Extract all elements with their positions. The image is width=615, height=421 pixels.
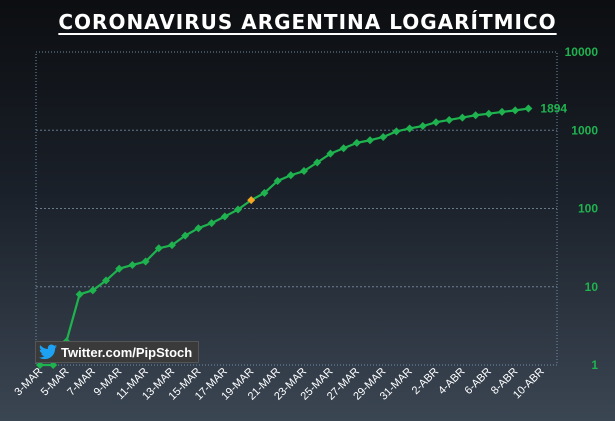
- x-tick-label: 2-ABR: [410, 366, 441, 397]
- series-line: [40, 107, 529, 367]
- data-point: [260, 188, 269, 197]
- data-point: [49, 361, 58, 369]
- y-tick-label: 1: [591, 358, 598, 372]
- data-point: [405, 124, 414, 133]
- data-point: [445, 115, 454, 124]
- x-tick-label: 5-MAR: [39, 366, 72, 399]
- last-value-label: 1894: [540, 102, 567, 116]
- data-point: [115, 264, 124, 273]
- data-point: [194, 224, 203, 233]
- y-tick-label: 10000: [565, 45, 599, 59]
- data-point: [234, 205, 242, 214]
- data-point: [484, 109, 493, 118]
- data-point: [326, 149, 335, 158]
- twitter-watermark: Twitter.com/PipStoch: [35, 341, 200, 363]
- data-point: [379, 132, 388, 141]
- x-tick-label: 6-ABR: [463, 366, 494, 397]
- x-axis-ticks: 3-MAR5-MAR7-MAR9-MAR11-MAR13-MAR15-MAR17…: [12, 366, 546, 403]
- data-point: [458, 113, 467, 122]
- x-tick-label: 4-ABR: [436, 366, 467, 397]
- data-point: [524, 104, 533, 113]
- data-point: [471, 111, 480, 120]
- chart-title: CORONAVIRUS ARGENTINA LOGARÍTMICO: [58, 10, 557, 34]
- data-point: [207, 219, 216, 228]
- series-layer: 1894: [36, 102, 567, 369]
- data-point: [88, 286, 97, 295]
- grid-layer: [35, 51, 558, 366]
- data-point: [168, 241, 176, 250]
- data-point: [154, 244, 163, 253]
- x-tick-label: 7-MAR: [65, 366, 98, 399]
- data-point: [102, 276, 110, 285]
- data-point: [313, 158, 322, 167]
- data-point: [300, 167, 308, 176]
- twitter-bird-icon: [39, 344, 57, 360]
- data-point: [339, 144, 348, 153]
- highlight-point: [247, 196, 256, 205]
- data-point: [432, 118, 440, 127]
- data-point: [75, 290, 84, 299]
- data-point: [511, 106, 520, 115]
- data-point: [141, 257, 150, 266]
- data-point: [366, 136, 374, 145]
- x-tick-label: 3-MAR: [12, 366, 45, 399]
- data-point: [220, 212, 229, 221]
- y-tick-label: 10: [585, 280, 599, 294]
- data-point: [392, 127, 401, 136]
- data-point: [128, 260, 137, 269]
- data-point: [286, 171, 295, 180]
- y-tick-label: 100: [578, 202, 598, 216]
- data-point: [352, 138, 361, 147]
- data-point: [181, 231, 190, 240]
- data-point: [273, 176, 282, 185]
- data-point: [498, 107, 506, 116]
- data-point: [36, 361, 44, 369]
- y-tick-label: 1000: [571, 123, 598, 137]
- watermark-text: Twitter.com/PipStoch: [61, 344, 193, 360]
- y-axis-ticks: 1 10 100 1000 10000: [565, 45, 599, 372]
- data-point: [418, 122, 427, 131]
